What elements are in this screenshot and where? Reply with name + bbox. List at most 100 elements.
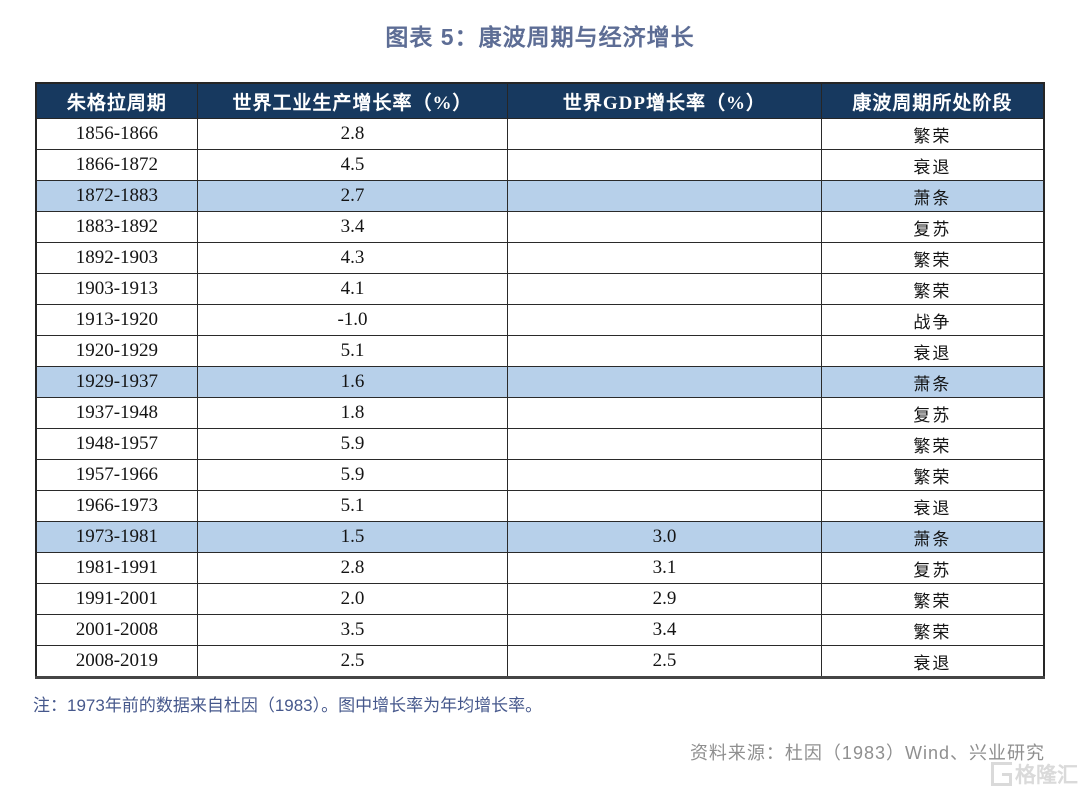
header-juglar-cycle: 朱格拉周期: [35, 82, 198, 119]
table-row: 1913-1920 -1.0 战争: [35, 304, 1045, 336]
gdp-growth-cell: [507, 428, 822, 460]
gdp-growth-cell: 2.9: [507, 583, 822, 615]
watermark: 格隆汇: [991, 759, 1078, 789]
gdp-growth-cell: [507, 211, 822, 243]
stage-cell: 繁荣: [820, 273, 1045, 305]
period-cell: 2008-2019: [35, 645, 198, 678]
gdp-growth-cell: [507, 149, 822, 181]
gdp-growth-cell: [507, 335, 822, 367]
industrial-growth-cell: 5.9: [196, 428, 509, 460]
gelonghui-logo-icon: [991, 762, 1012, 786]
source-line: 资料来源：杜因（1983）Wind、兴业研究: [689, 743, 1045, 763]
gdp-growth-cell: 2.5: [507, 645, 822, 678]
stage-cell: 复苏: [820, 552, 1045, 584]
table-row: 1937-1948 1.8 复苏: [35, 397, 1045, 429]
period-cell: 1892-1903: [35, 242, 198, 274]
industrial-growth-cell: -1.0: [196, 304, 509, 336]
period-cell: 2001-2008: [35, 614, 198, 646]
table-row: 1856-1866 2.8 繁荣: [35, 118, 1045, 150]
industrial-growth-cell: 2.0: [196, 583, 509, 615]
gdp-growth-cell: [507, 180, 822, 212]
industrial-growth-cell: 1.8: [196, 397, 509, 429]
table-row: 1872-1883 2.7 萧条: [35, 180, 1045, 212]
period-cell: 1981-1991: [35, 552, 198, 584]
stage-cell: 衰退: [820, 149, 1045, 181]
stage-cell: 萧条: [820, 180, 1045, 212]
stage-cell: 繁荣: [820, 242, 1045, 274]
page-title: 图表 5：康波周期与经济增长: [385, 24, 695, 50]
gdp-growth-cell: 3.4: [507, 614, 822, 646]
gdp-growth-cell: [507, 490, 822, 522]
industrial-growth-cell: 5.1: [196, 335, 509, 367]
header-gdp-growth: 世界GDP增长率（%）: [507, 82, 822, 119]
stage-cell: 萧条: [820, 521, 1045, 553]
period-cell: 1929-1937: [35, 366, 198, 398]
industrial-growth-cell: 5.1: [196, 490, 509, 522]
gdp-growth-cell: [507, 459, 822, 491]
header-industrial-growth: 世界工业生产增长率（%）: [196, 82, 509, 119]
stage-cell: 衰退: [820, 645, 1045, 678]
table-row: 1948-1957 5.9 繁荣: [35, 428, 1045, 460]
stage-cell: 衰退: [820, 490, 1045, 522]
gdp-growth-cell: [507, 273, 822, 305]
period-cell: 1866-1872: [35, 149, 198, 181]
industrial-growth-cell: 2.8: [196, 118, 509, 150]
period-cell: 1937-1948: [35, 397, 198, 429]
table-header-row: 朱格拉周期 世界工业生产增长率（%） 世界GDP增长率（%） 康波周期所处阶段: [35, 82, 1045, 119]
stage-cell: 复苏: [820, 211, 1045, 243]
period-cell: 1957-1966: [35, 459, 198, 491]
industrial-growth-cell: 2.7: [196, 180, 509, 212]
gdp-growth-cell: [507, 366, 822, 398]
industrial-growth-cell: 2.8: [196, 552, 509, 584]
industrial-growth-cell: 3.4: [196, 211, 509, 243]
gdp-growth-cell: [507, 304, 822, 336]
industrial-growth-cell: 2.5: [196, 645, 509, 678]
table-row: 1903-1913 4.1 繁荣: [35, 273, 1045, 305]
gdp-growth-cell: 3.0: [507, 521, 822, 553]
gdp-growth-cell: [507, 118, 822, 150]
gdp-growth-cell: 3.1: [507, 552, 822, 584]
table-row: 1892-1903 4.3 繁荣: [35, 242, 1045, 274]
period-cell: 1913-1920: [35, 304, 198, 336]
footnote: 注：1973年前的数据来自杜因（1983）。图中增长率为年均增长率。: [33, 696, 543, 715]
industrial-growth-cell: 3.5: [196, 614, 509, 646]
table-row: 1883-1892 3.4 复苏: [35, 211, 1045, 243]
stage-cell: 繁荣: [820, 118, 1045, 150]
period-cell: 1872-1883: [35, 180, 198, 212]
industrial-growth-cell: 1.5: [196, 521, 509, 553]
table-row: 1957-1966 5.9 繁荣: [35, 459, 1045, 491]
table-row: 1973-1981 1.5 3.0 萧条: [35, 521, 1045, 553]
gdp-growth-cell: [507, 397, 822, 429]
watermark-label: 格隆汇: [1015, 764, 1078, 787]
stage-cell: 繁荣: [820, 428, 1045, 460]
table-row: 1866-1872 4.5 衰退: [35, 149, 1045, 181]
period-cell: 1883-1892: [35, 211, 198, 243]
header-kondratieff-stage: 康波周期所处阶段: [820, 82, 1045, 119]
kondratieff-cycle-table: 朱格拉周期 世界工业生产增长率（%） 世界GDP增长率（%） 康波周期所处阶段 …: [35, 82, 1045, 679]
table-row: 1929-1937 1.6 萧条: [35, 366, 1045, 398]
table-row: 2008-2019 2.5 2.5 衰退: [35, 645, 1045, 678]
table-row: 1920-1929 5.1 衰退: [35, 335, 1045, 367]
stage-cell: 战争: [820, 304, 1045, 336]
period-cell: 1966-1973: [35, 490, 198, 522]
table-row: 1981-1991 2.8 3.1 复苏: [35, 552, 1045, 584]
stage-cell: 繁荣: [820, 459, 1045, 491]
stage-cell: 繁荣: [820, 583, 1045, 615]
table-row: 2001-2008 3.5 3.4 繁荣: [35, 614, 1045, 646]
table-body: 1856-1866 2.8 繁荣 1866-1872 4.5 衰退 1872-1883 2.7…: [35, 118, 1045, 678]
period-cell: 1903-1913: [35, 273, 198, 305]
period-cell: 1920-1929: [35, 335, 198, 367]
period-cell: 1973-1981: [35, 521, 198, 553]
stage-cell: 衰退: [820, 335, 1045, 367]
table-row: 1991-2001 2.0 2.9 繁荣: [35, 583, 1045, 615]
industrial-growth-cell: 4.5: [196, 149, 509, 181]
period-cell: 1948-1957: [35, 428, 198, 460]
period-cell: 1991-2001: [35, 583, 198, 615]
industrial-growth-cell: 1.6: [196, 366, 509, 398]
industrial-growth-cell: 4.3: [196, 242, 509, 274]
stage-cell: 萧条: [820, 366, 1045, 398]
stage-cell: 繁荣: [820, 614, 1045, 646]
industrial-growth-cell: 5.9: [196, 459, 509, 491]
table-row: 1966-1973 5.1 衰退: [35, 490, 1045, 522]
